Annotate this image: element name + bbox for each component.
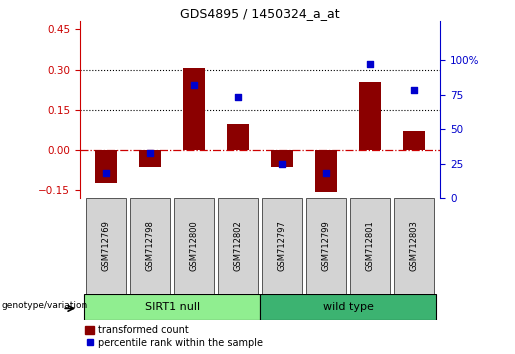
Bar [84,294,260,320]
Point [234,95,242,100]
Bar [218,198,259,294]
Point [366,61,374,67]
Text: GSM712799: GSM712799 [321,221,331,272]
Bar [86,198,126,294]
Bar [183,68,205,150]
Legend: transformed count, percentile rank within the sample: transformed count, percentile rank withi… [84,325,263,348]
Text: GSM712803: GSM712803 [409,221,419,272]
Text: genotype/variation: genotype/variation [2,301,88,310]
Point [322,171,330,176]
Text: GSM712797: GSM712797 [278,221,286,272]
Point [278,161,286,166]
Point [102,171,110,176]
Point [146,150,154,155]
Point [410,87,418,93]
Text: GSM712798: GSM712798 [146,221,154,272]
Bar [260,294,436,320]
Bar [306,198,346,294]
Bar [271,150,293,167]
Bar [262,198,302,294]
Bar [227,125,249,150]
Bar [359,81,381,150]
Bar [139,150,161,167]
Title: GDS4895 / 1450324_a_at: GDS4895 / 1450324_a_at [180,7,340,20]
Text: GSM712801: GSM712801 [366,221,374,272]
Text: GSM712802: GSM712802 [234,221,243,272]
Bar [174,198,214,294]
Bar [130,198,170,294]
Text: GSM712769: GSM712769 [101,221,111,272]
Bar [403,131,425,150]
Text: GSM712800: GSM712800 [190,221,199,272]
Point [190,82,198,88]
Text: wild type: wild type [322,302,373,312]
Text: SIRT1 null: SIRT1 null [145,302,200,312]
Bar [394,198,434,294]
Bar [95,150,117,183]
Bar [315,150,337,192]
Bar [350,198,390,294]
